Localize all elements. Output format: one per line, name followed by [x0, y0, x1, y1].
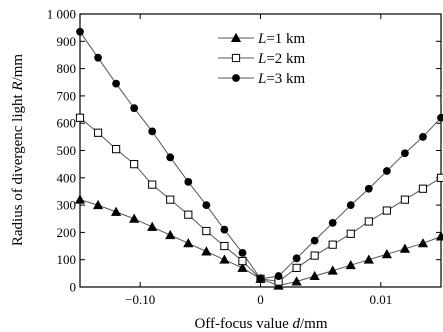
y-tick-label: 700	[57, 88, 77, 103]
data-point-square	[400, 195, 409, 204]
data-point-circle	[94, 53, 102, 62]
data-point-triangle	[110, 206, 122, 216]
data-point-triangle	[92, 199, 104, 210]
data-point-square	[346, 229, 355, 238]
y-tick-label: 500	[57, 143, 77, 158]
data-point-triangle	[74, 194, 86, 204]
data-point-square	[238, 256, 247, 266]
data-point-triangle	[201, 246, 212, 256]
data-point-circle	[112, 79, 120, 88]
data-point-circle	[310, 236, 319, 245]
x-tick-label: 0.01	[369, 292, 392, 307]
data-point-triangle	[147, 221, 158, 231]
data-point-circle	[292, 254, 301, 263]
legend-marker-square	[231, 53, 241, 63]
data-point-triangle	[435, 231, 443, 241]
legend-label: L=3 km	[257, 71, 306, 87]
y-tick-label: 900	[57, 34, 77, 49]
data-point-circle	[419, 132, 427, 141]
y-tick-label: 0	[70, 280, 77, 295]
data-point-circle	[437, 113, 443, 122]
data-point-square	[328, 240, 337, 249]
data-point-square	[436, 173, 443, 182]
legend-label: L=2 km	[257, 51, 306, 67]
data-point-square	[75, 113, 85, 122]
x-tick-label: −0.10	[125, 292, 155, 307]
data-point-circle	[382, 167, 391, 175]
series-lines	[79, 31, 442, 287]
data-point-circle	[256, 274, 265, 283]
data-point-triangle	[327, 265, 338, 275]
data-point-square	[220, 241, 229, 251]
data-point-square	[292, 263, 301, 272]
data-point-triangle	[381, 249, 392, 259]
data-point-triangle	[291, 276, 302, 286]
data-point-square	[310, 251, 319, 260]
y-tick-label: 100	[57, 252, 77, 267]
data-point-square	[418, 184, 428, 193]
y-tick-label: 200	[57, 225, 77, 240]
data-point-circle	[202, 201, 211, 210]
y-tick-label: 1 000	[47, 7, 76, 22]
data-point-square	[202, 226, 211, 236]
data-point-circle	[328, 218, 337, 227]
data-point-square	[184, 210, 193, 219]
data-point-circle	[166, 153, 175, 162]
y-tick-label: 600	[57, 116, 77, 131]
x-tick-label: 0	[257, 292, 264, 307]
data-point-triangle	[237, 262, 248, 272]
legend-label: L=1 km	[257, 31, 306, 47]
data-point-triangle	[309, 270, 320, 281]
data-point-circle	[148, 127, 157, 136]
x-axis-title: Off-focus value d/mm	[194, 316, 327, 332]
series-line-circle	[79, 31, 442, 280]
data-point-square	[130, 160, 139, 169]
legend-marker-triangle	[230, 32, 242, 42]
legend: L=1 km L=2 km L=3 km	[218, 31, 306, 87]
data-point-triangle	[219, 254, 230, 264]
data-point-circle	[76, 27, 84, 36]
data-point-circle	[346, 201, 355, 210]
data-point-triangle	[399, 243, 411, 253]
data-point-square	[148, 180, 157, 189]
data-point-triangle	[165, 229, 176, 240]
legend-marker-circle	[232, 74, 240, 82]
data-point-square	[166, 195, 175, 204]
y-tick-label: 300	[57, 198, 77, 213]
data-point-circle	[401, 149, 409, 158]
y-axis-title: Radius of divergenc light R/mm	[10, 54, 26, 247]
data-point-triangle	[345, 259, 356, 270]
data-point-triangle	[417, 238, 429, 248]
data-point-square	[112, 145, 121, 154]
y-tick-label: 400	[57, 170, 77, 185]
data-point-square	[382, 206, 391, 215]
data-point-square	[364, 217, 373, 226]
data-point-triangle	[363, 254, 374, 264]
data-point-circle	[274, 272, 283, 280]
data-point-triangle	[183, 238, 194, 248]
series-markers	[74, 27, 443, 290]
data-point-circle	[238, 248, 247, 257]
y-tick-label: 800	[57, 61, 77, 76]
data-point-circle	[130, 104, 139, 113]
data-point-circle	[184, 177, 193, 186]
data-point-square	[93, 128, 103, 137]
data-point-circle	[364, 184, 373, 193]
data-point-triangle	[129, 213, 140, 223]
data-point-circle	[220, 225, 229, 234]
